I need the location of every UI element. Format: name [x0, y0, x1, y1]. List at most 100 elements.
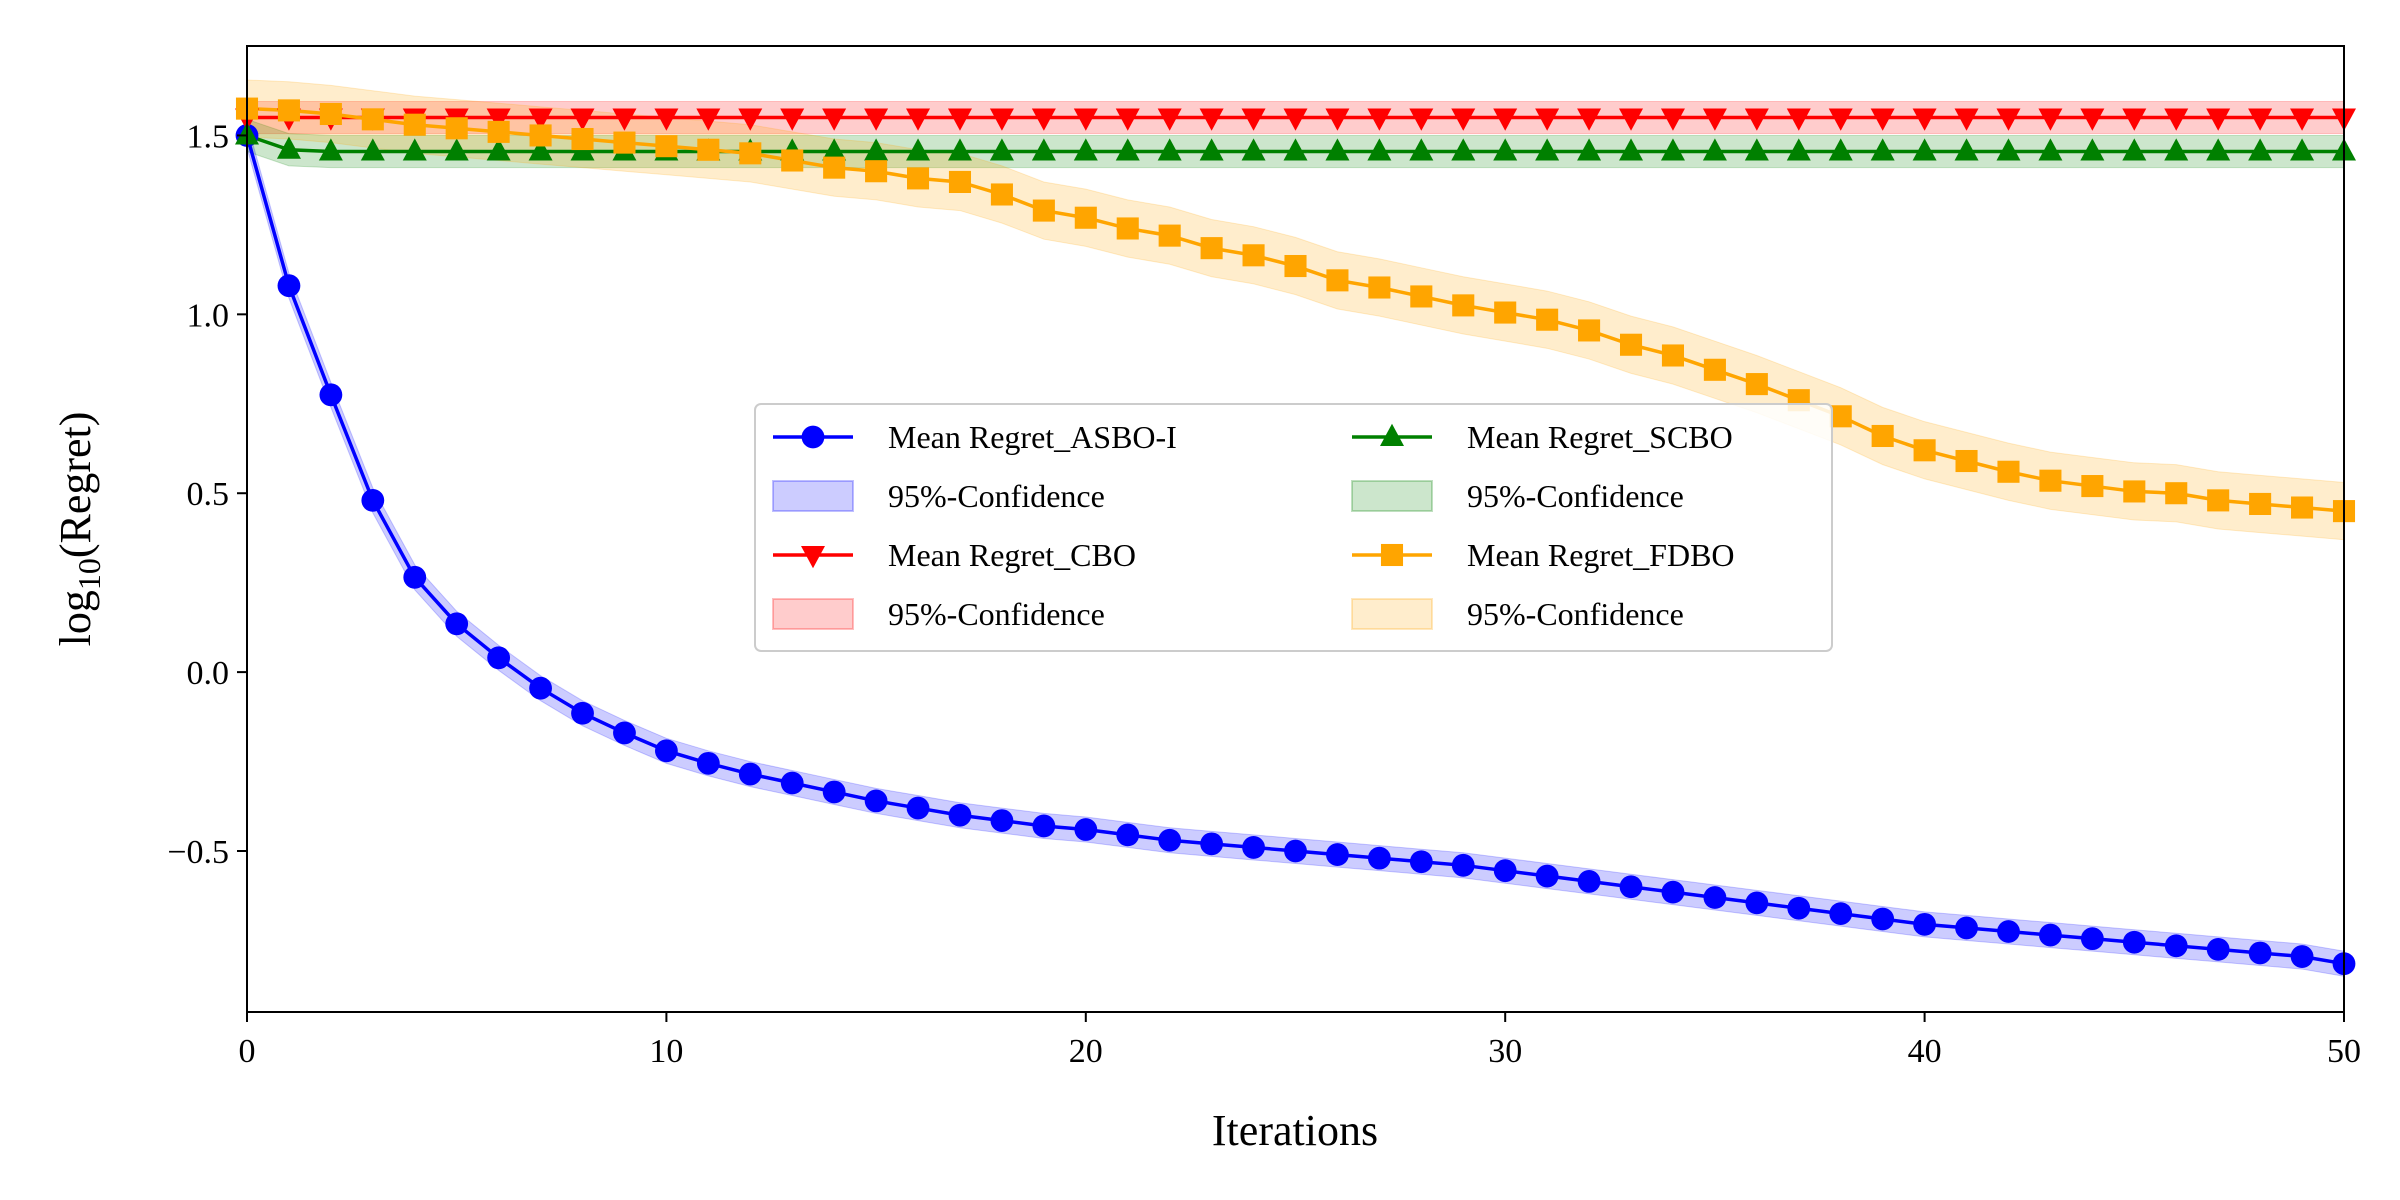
mean-regret-cbo-point — [1241, 108, 1266, 131]
mean-regret-cbo-point — [570, 108, 595, 131]
mean-regret-fdbo-point — [2123, 480, 2146, 503]
mean-regret-fdbo-point — [1536, 308, 1559, 331]
mean-regret-cbo-point — [1535, 108, 1560, 131]
mean-regret-asbo-i-point — [445, 612, 469, 636]
mean-regret-cbo-point — [1325, 108, 1350, 131]
mean-regret-fdbo-point — [1158, 224, 1181, 247]
mean-regret-fdbo-point — [655, 135, 678, 158]
mean-regret-fdbo-point — [361, 108, 384, 131]
mean-regret-scbo-point — [486, 138, 511, 161]
mean-regret-scbo-point — [822, 138, 847, 161]
mean-regret-scbo-point — [947, 138, 972, 161]
mean-regret-cbo-point — [1493, 108, 1518, 131]
mean-regret-asbo-i-point — [1158, 828, 1182, 852]
mean-regret-fdbo-point — [948, 170, 972, 193]
mean-regret-asbo-i-point — [1955, 916, 1978, 940]
mean-regret-scbo-point — [1619, 138, 1644, 161]
mean-regret-cbo-point — [1073, 108, 1098, 131]
mean-regret-fdbo-point — [697, 138, 720, 161]
mean-regret-asbo-i-point — [613, 721, 636, 745]
mean-regret-fdbo-point — [823, 156, 846, 179]
mean-regret-scbo-point — [1493, 138, 1518, 161]
mean-regret-cbo-point — [2290, 108, 2315, 131]
mean-regret-scbo-point — [360, 138, 385, 161]
mean-regret-asbo-i-point — [1871, 907, 1895, 931]
mean-regret-fdbo-point — [1661, 344, 1684, 367]
mean-regret-fdbo-point — [781, 149, 804, 172]
mean-regret-asbo-i-point — [948, 803, 972, 827]
mean-regret-scbo-point — [1451, 138, 1476, 161]
legend: Mean Regret_ASBO-I 95%-Confidence Mean Reg… — [754, 403, 1833, 652]
mean-regret-fdbo-point — [1032, 199, 1055, 222]
mean-regret-fdbo-point — [613, 131, 636, 154]
plot-frame — [246, 45, 2345, 1013]
mean-regret-scbo-point — [1367, 138, 1392, 161]
mean-regret-cbo-legend-band-swatch — [772, 598, 854, 630]
mean-regret-scbo-point — [1660, 138, 1685, 161]
mean-regret-scbo-point — [1157, 138, 1182, 161]
mean-regret-scbo-point — [1283, 138, 1308, 161]
mean-regret-cbo-point — [906, 108, 931, 131]
mean-regret-asbo-i-point — [1787, 896, 1811, 920]
mean-regret-asbo-i-point — [780, 771, 804, 795]
mean-regret-asbo-i-point — [864, 789, 888, 813]
mean-regret-cbo-legend-label: Mean Regret_CBO — [888, 537, 1136, 573]
mean-regret-cbo-point — [780, 108, 805, 131]
mean-regret-scbo-point — [444, 138, 469, 161]
mean-regret-fdbo-point — [1578, 319, 1601, 342]
y-tick-label: 0.0 — [187, 655, 230, 692]
mean-regret-cbo-point — [1912, 108, 1937, 131]
mean-regret-scbo-point — [1702, 138, 1727, 161]
mean-regret-fdbo-point — [529, 124, 552, 147]
mean-regret-fdbo-point — [739, 142, 762, 165]
mean-regret-asbo-i-point — [906, 796, 930, 820]
mean-regret-fdbo-point — [1410, 285, 1433, 308]
mean-regret-scbo-point — [276, 136, 301, 159]
mean-regret-cbo-point — [738, 108, 763, 131]
mean-regret-fdbo-point — [1913, 439, 1936, 462]
mean-regret-cbo-point — [486, 108, 511, 131]
mean-regret-fdbo-point — [1745, 373, 1768, 396]
mean-regret-fdbo-point — [2165, 482, 2188, 505]
mean-regret-cbo-point — [654, 108, 679, 131]
mean-regret-cbo-point — [528, 108, 553, 131]
mean-regret-scbo-point — [1912, 138, 1937, 161]
mean-regret-scbo-point — [864, 138, 889, 161]
x-tick-label: 50 — [2327, 1033, 2361, 1070]
mean-regret-scbo-point — [1241, 138, 1266, 161]
mean-regret-asbo-i-point — [1074, 818, 1098, 841]
mean-regret-asbo-i-point — [1200, 832, 1224, 856]
mean-regret-fdbo-point — [1871, 424, 1894, 448]
mean-regret-cbo-point — [1619, 108, 1644, 131]
mean-regret-cbo-point — [1954, 108, 1979, 131]
mean-regret-scbo-legend-band-label: 95%-Confidence — [1467, 478, 1684, 514]
mean-regret-cbo-point — [1702, 108, 1727, 131]
mean-regret-scbo-point — [318, 138, 343, 161]
mean-regret-fdbo-point — [1997, 460, 2020, 483]
mean-regret-scbo-point — [2206, 138, 2231, 161]
y-axis-label-subscript: 10 — [71, 558, 107, 590]
mean-regret-cbo-point — [1786, 108, 1811, 131]
mean-regret-asbo-i-point — [361, 488, 385, 512]
mean-regret-cbo-point — [989, 108, 1014, 131]
mean-regret-asbo-i-point — [2122, 930, 2146, 954]
x-tick-label: 30 — [1488, 1033, 1522, 1070]
mean-regret-cbo-point — [1115, 108, 1140, 131]
mean-regret-scbo-point — [2164, 138, 2189, 161]
mean-regret-asbo-i-point — [1032, 814, 1056, 838]
x-tick-label: 0 — [239, 1033, 256, 1070]
mean-regret-asbo-i-point — [1535, 864, 1559, 888]
mean-regret-fdbo-point — [1326, 269, 1349, 292]
mean-regret-scbo-point — [1535, 138, 1560, 161]
mean-regret-cbo-point — [612, 108, 637, 131]
mean-regret-asbo-i-point — [1284, 839, 1307, 863]
mean-regret-cbo-point — [2206, 108, 2231, 131]
mean-regret-scbo-point — [1115, 138, 1140, 161]
mean-regret-cbo-point — [1367, 108, 1392, 131]
mean-regret-cbo-point — [1828, 108, 1853, 131]
mean-regret-cbo-point — [1409, 108, 1434, 131]
mean-regret-scbo-point — [1409, 138, 1434, 161]
mean-regret-asbo-i-point — [1829, 902, 1853, 926]
mean-regret-asbo-i-point — [738, 762, 762, 786]
